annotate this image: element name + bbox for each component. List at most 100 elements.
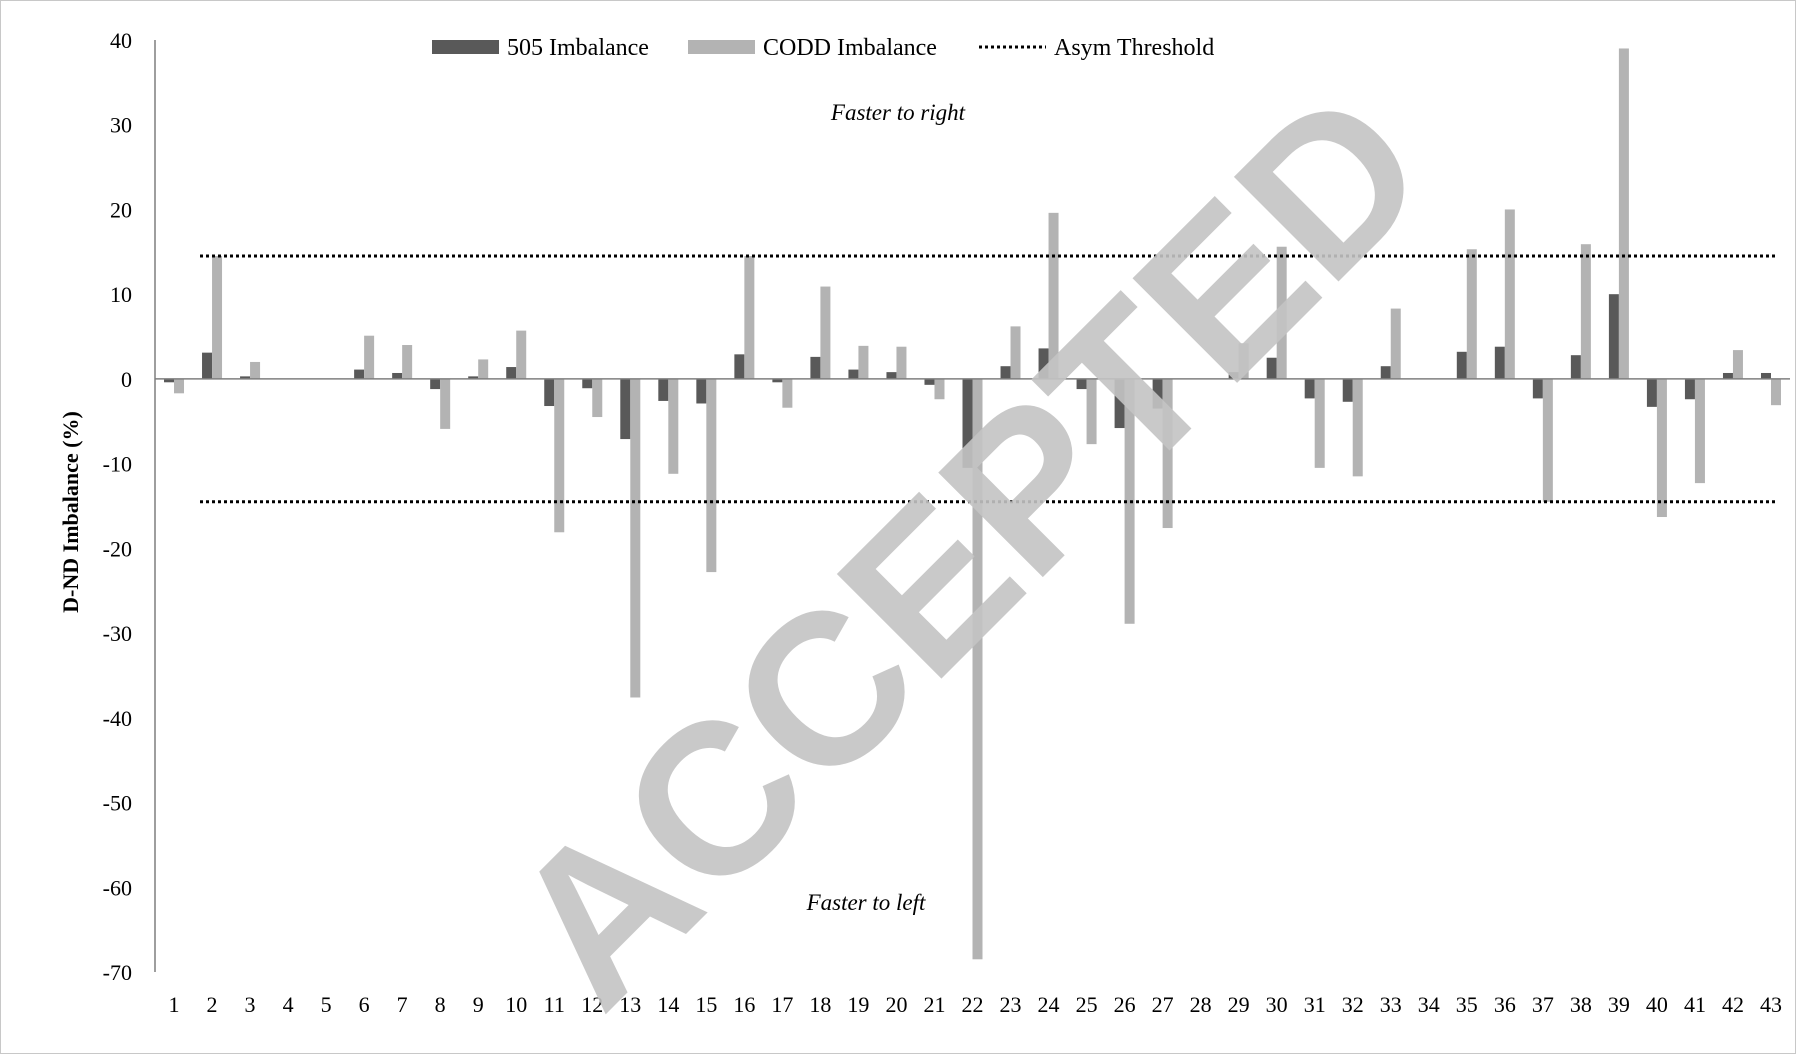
x-tick-label: 33 (1380, 992, 1402, 1017)
x-tick-label: 28 (1190, 992, 1212, 1017)
bar-505 (924, 378, 935, 385)
y-tick-label: -70 (103, 960, 132, 985)
y-tick-label: -20 (103, 536, 132, 561)
bar-505 (164, 378, 175, 383)
x-tick-label: 2 (207, 992, 218, 1017)
bar-505 (1684, 378, 1695, 400)
y-tick-label: 20 (110, 197, 132, 222)
x-tick-label: 13 (619, 992, 641, 1017)
bar-codd (1732, 350, 1743, 379)
y-tick-label: -60 (103, 875, 132, 900)
x-tick-label: 10 (505, 992, 527, 1017)
bar-505 (468, 376, 479, 379)
x-tick-label: 22 (962, 992, 984, 1017)
bar-505 (772, 378, 783, 383)
bar-codd (592, 378, 603, 418)
bar-codd (744, 256, 755, 379)
x-tick-label: 8 (435, 992, 446, 1017)
bar-505 (430, 378, 441, 390)
legend: 505 Imbalance CODD Imbalance Asym Thresh… (432, 35, 1214, 61)
y-tick-label: -10 (103, 452, 132, 477)
bar-codd (1162, 378, 1173, 529)
bar-505 (1114, 378, 1125, 429)
bar-505 (1570, 355, 1581, 379)
y-tick-label: 10 (110, 282, 132, 307)
annotation-faster-left: Faster to left (806, 890, 926, 915)
x-tick-label: 38 (1570, 992, 1592, 1017)
x-tick-label: 32 (1342, 992, 1364, 1017)
bar-505 (1228, 372, 1239, 379)
bar-codd (1656, 378, 1667, 518)
x-tick-label: 19 (847, 992, 869, 1017)
threshold-lines (200, 254, 1778, 504)
x-tick-label: 26 (1114, 992, 1136, 1017)
bar-505 (1342, 378, 1353, 402)
bar-505 (734, 354, 745, 379)
x-tick-label: 25 (1076, 992, 1098, 1017)
bar-505 (1380, 366, 1391, 379)
bar-505 (1494, 346, 1505, 379)
x-tick-label: 23 (1000, 992, 1022, 1017)
y-tick-label: 0 (121, 367, 132, 392)
bar-codd (1694, 378, 1705, 484)
bar-codd (1124, 378, 1135, 624)
y-tick-label: -40 (103, 706, 132, 731)
y-tick-label: -50 (103, 791, 132, 816)
bar-codd (820, 286, 831, 379)
x-tick-label: 37 (1532, 992, 1554, 1017)
x-tick-label: 11 (544, 992, 565, 1017)
bar-codd (212, 256, 223, 379)
bar-505 (1000, 366, 1011, 379)
bar-codd (440, 378, 451, 429)
bar-codd (1314, 378, 1325, 468)
y-tick-label: 30 (110, 113, 132, 138)
x-tick-label: 29 (1228, 992, 1250, 1017)
bar-505 (696, 378, 707, 404)
bar-505 (1760, 372, 1771, 379)
bar-codd (250, 361, 261, 379)
x-tick-label: 34 (1418, 992, 1440, 1017)
x-tick-label: 31 (1304, 992, 1326, 1017)
bar-505 (1532, 378, 1543, 399)
bar-505 (848, 369, 859, 379)
bar-505 (1038, 348, 1049, 379)
x-tick-label: 17 (771, 992, 793, 1017)
bar-codd (1466, 249, 1477, 379)
watermark-accepted: ACCEPTED (464, 44, 1471, 1051)
x-tick-label: 21 (923, 992, 945, 1017)
bar-codd (782, 378, 793, 408)
bar-codd (1048, 212, 1059, 379)
bar-505 (240, 376, 251, 379)
y-axis-label: D-ND Imbalance (%) (58, 411, 83, 613)
bar-codd (1770, 378, 1781, 406)
bar-codd (1086, 378, 1097, 445)
bar-505 (810, 356, 821, 379)
x-tick-label: 42 (1722, 992, 1744, 1017)
legend-label-505: 505 Imbalance (507, 35, 649, 61)
x-tick-label: 9 (473, 992, 484, 1017)
bar-codd (630, 378, 641, 698)
bar-505 (392, 372, 403, 379)
x-tick-label: 15 (695, 992, 717, 1017)
x-tick-label: 7 (397, 992, 408, 1017)
x-tick-labels: 1 2 3 4 5 6 7 8 9 10 11 12 13 14 15 16 17 18 19 20 21 22 23 24 2… (169, 992, 1782, 1017)
bar-codd (1542, 378, 1553, 502)
x-tick-label: 27 (1152, 992, 1174, 1017)
bar-codd (1276, 246, 1287, 379)
bar-codd (972, 378, 983, 960)
bar-codd (516, 330, 527, 379)
bar-505 (1646, 378, 1657, 407)
x-tick-label: 5 (321, 992, 332, 1017)
bar-505 (202, 352, 213, 379)
x-tick-label: 36 (1494, 992, 1516, 1017)
y-tick-label: -30 (103, 621, 132, 646)
legend-swatch-505 (432, 40, 499, 54)
x-tick-label: 4 (283, 992, 294, 1017)
y-tick-labels: 40 30 20 10 0 -10 -20 -30 -40 -50 -60 -70 (103, 28, 132, 985)
bar-codd (706, 378, 717, 573)
bar-codd (554, 378, 565, 533)
x-tick-label: 39 (1608, 992, 1630, 1017)
bar-505 (620, 378, 631, 440)
bar-codd (1352, 378, 1363, 477)
bar-505 (658, 378, 669, 401)
